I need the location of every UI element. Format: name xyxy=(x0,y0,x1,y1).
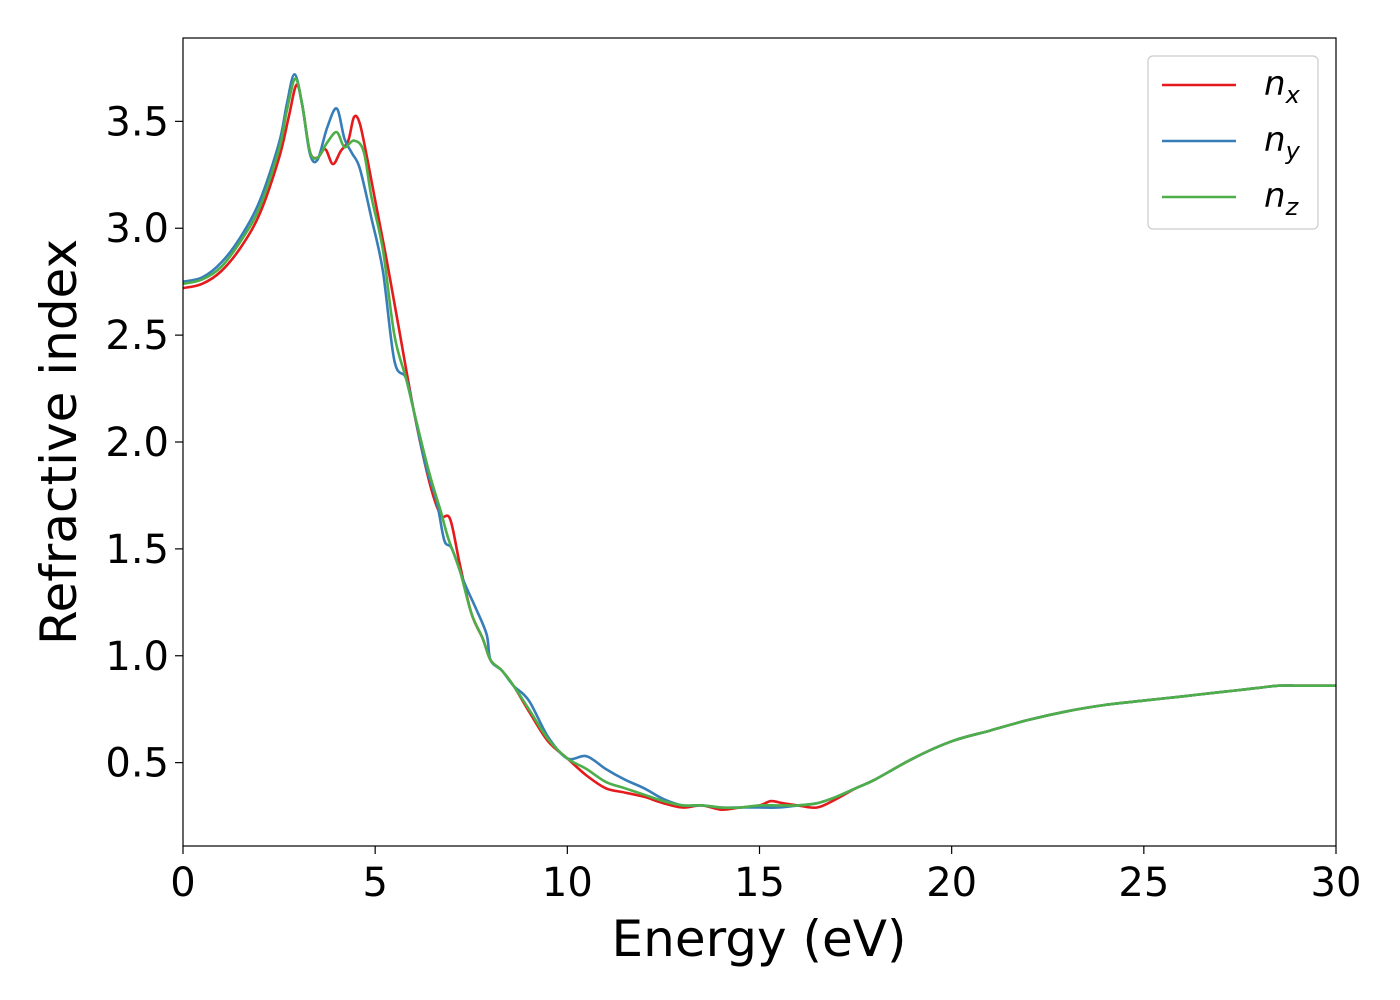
y-tick-label: 1.5 xyxy=(105,527,169,573)
x-tick-label: 5 xyxy=(362,860,387,906)
y-tick-label: 0.5 xyxy=(105,741,169,787)
x-tick-label: 0 xyxy=(170,860,195,906)
x-axis-title: Energy (eV) xyxy=(612,910,907,968)
x-tick-label: 30 xyxy=(1311,860,1362,906)
y-tick-label: 1.0 xyxy=(105,634,169,680)
x-tick-label: 25 xyxy=(1118,860,1169,906)
y-axis: 0.5 1.0 1.5 2.0 2.5 3.0 3.5 xyxy=(105,99,183,787)
y-tick-label: 2.5 xyxy=(105,313,169,359)
x-tick-label: 10 xyxy=(542,860,593,906)
legend-box xyxy=(1147,55,1319,230)
y-tick-label: 3.5 xyxy=(105,99,169,145)
x-tick-label: 15 xyxy=(734,860,785,906)
x-axis: 0 5 10 15 20 25 30 xyxy=(170,846,1361,906)
y-tick-label: 2.0 xyxy=(105,420,169,466)
x-tick-label: 20 xyxy=(926,860,977,906)
y-axis-title: Refractive index xyxy=(30,239,88,645)
y-tick-label: 3.0 xyxy=(105,206,169,252)
series-layer xyxy=(182,73,1336,812)
series-line-z xyxy=(182,77,1336,810)
